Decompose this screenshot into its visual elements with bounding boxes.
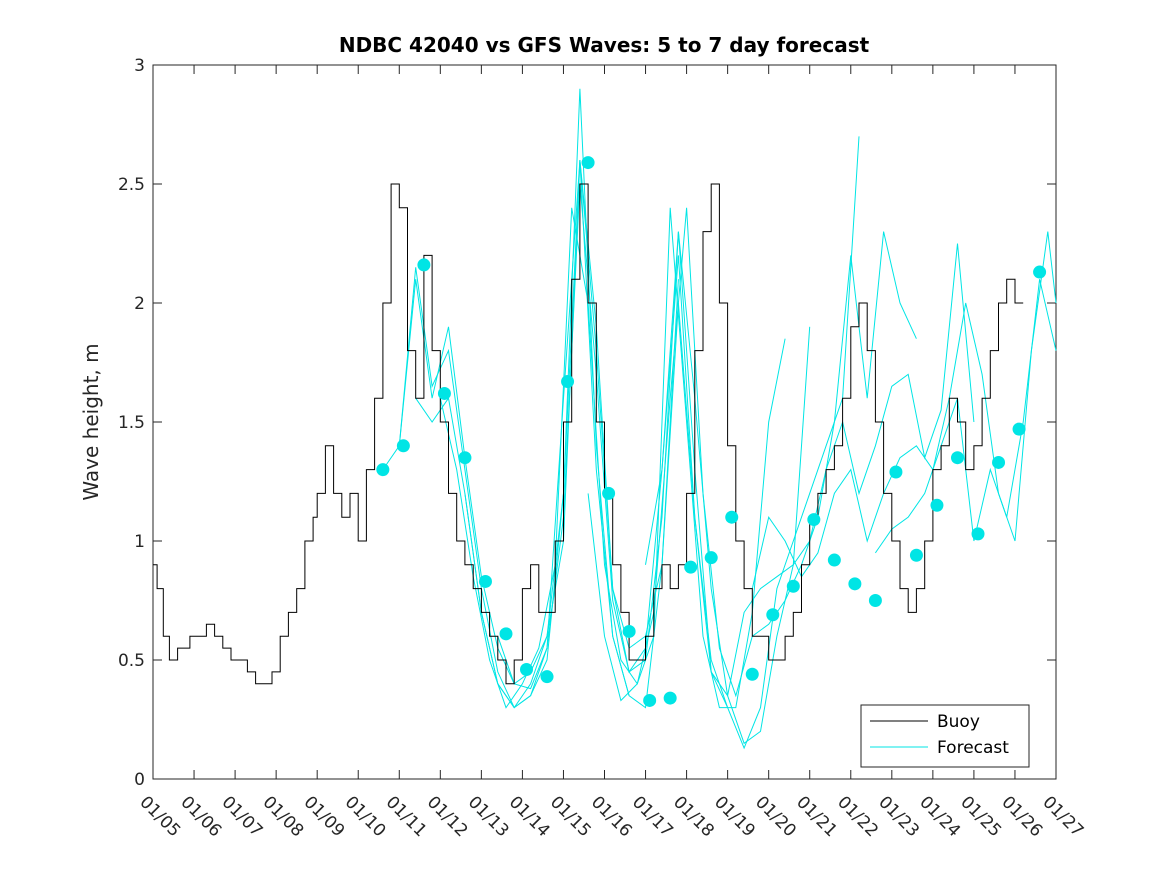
y-tick-label: 1.5 — [118, 413, 145, 433]
forecast-marker — [520, 663, 534, 677]
forecast-marker — [396, 439, 410, 453]
buoy-series — [153, 183, 1024, 685]
forecast-marker — [868, 594, 882, 607]
forecast-marker — [807, 513, 821, 527]
legend-forecast-label: Forecast — [937, 738, 1009, 758]
forecast-marker — [684, 560, 698, 574]
chart-title: NDBC 42040 vs GFS Waves: 5 to 7 day fore… — [339, 33, 870, 57]
y-tick-labels: 0 0.5 1 1.5 2 2.5 3 — [118, 56, 145, 790]
forecast-marker — [786, 579, 800, 593]
forecast-marker — [889, 465, 903, 479]
forecast-marker — [437, 386, 451, 400]
buoy-line — [153, 183, 1024, 685]
forecast-line — [398, 88, 679, 709]
legend-box — [860, 704, 1030, 768]
forecast-markers — [376, 156, 1047, 707]
legend: Buoy Forecast — [860, 704, 1030, 768]
y-tick-label: 2.5 — [118, 175, 145, 195]
forecast-marker — [581, 156, 595, 170]
forecast-marker — [643, 693, 657, 707]
y-tick-label: 0.5 — [118, 651, 145, 671]
forecast-marker — [971, 527, 985, 541]
y-tick-label: 0 — [134, 770, 145, 790]
forecast-marker — [663, 691, 677, 705]
forecast-marker — [745, 667, 759, 681]
forecast-marker — [540, 670, 554, 684]
forecast-marker — [622, 624, 636, 638]
forecast-marker — [417, 258, 431, 272]
y-tick-label: 3 — [134, 56, 145, 76]
forecast-line — [751, 231, 1057, 589]
forecast-marker — [950, 451, 964, 465]
legend-buoy-label: Buoy — [937, 712, 980, 732]
forecast-marker — [827, 553, 841, 567]
forecast-marker — [1012, 422, 1026, 436]
y-axis-label: Wave height, m — [79, 343, 103, 500]
forecast-marker — [725, 510, 739, 524]
forecast-marker — [909, 548, 923, 562]
forecast-marker — [1033, 265, 1047, 279]
y-tick-label: 1 — [134, 532, 145, 552]
forecast-marker — [376, 463, 390, 477]
tick-marks — [152, 64, 1057, 780]
forecast-marker — [704, 551, 718, 565]
forecast-marker — [458, 451, 472, 465]
forecast-marker — [992, 455, 1006, 469]
forecast-marker — [766, 608, 780, 622]
forecast-marker — [561, 375, 575, 389]
forecast-marker — [930, 498, 944, 512]
forecast-marker — [848, 577, 862, 591]
forecast-marker — [478, 574, 492, 588]
forecast-marker — [602, 486, 616, 500]
forecast-marker — [499, 627, 513, 641]
y-tick-label: 2 — [134, 294, 145, 314]
